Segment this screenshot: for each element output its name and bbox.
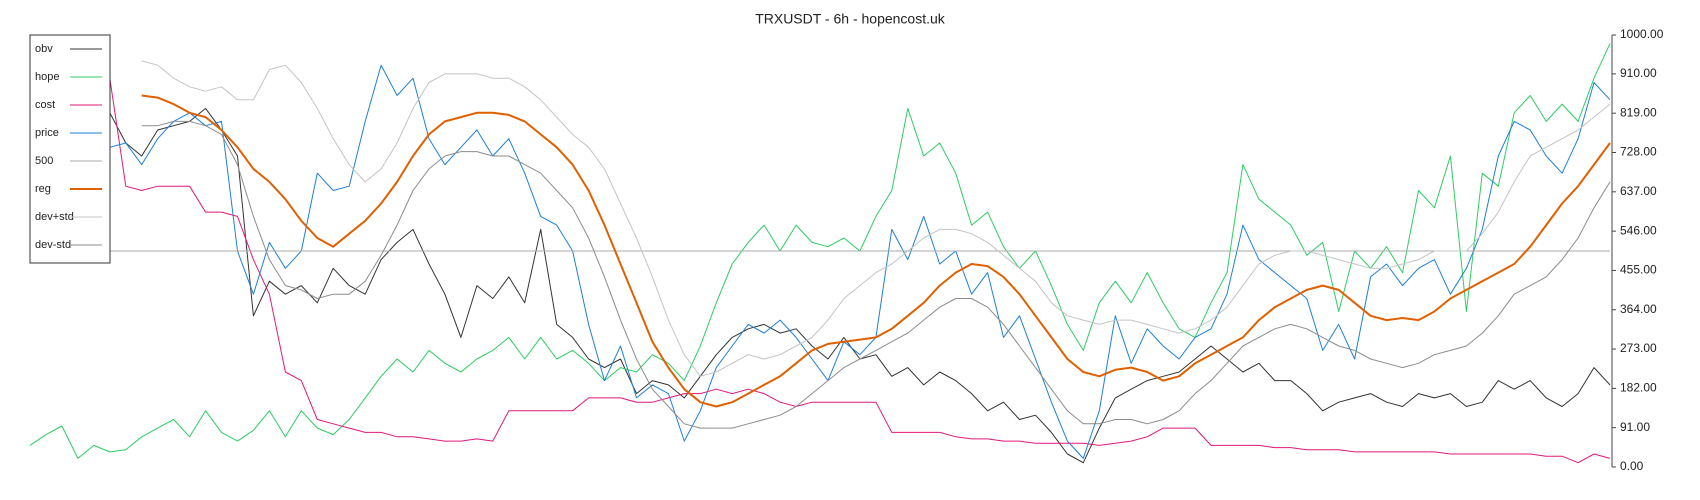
series-line: [141, 60, 1611, 377]
legend-label: price: [35, 127, 59, 139]
legend-label: dev+std: [35, 211, 74, 223]
y-tick-label: 455.00: [1620, 263, 1657, 277]
y-tick-label: 273.00: [1620, 341, 1657, 355]
series-line: [29, 43, 1611, 459]
y-tick-label: 819.00: [1620, 105, 1657, 119]
legend-label: reg: [35, 183, 51, 195]
y-tick-label: 1000.00: [1620, 27, 1664, 41]
y-tick-label: 364.00: [1620, 302, 1657, 316]
series-line: [109, 64, 1611, 459]
chart-title: TRXUSDT - 6h - hopencost.uk: [755, 11, 946, 27]
legend-box: [29, 34, 111, 264]
y-tick-label: 91.00: [1620, 420, 1650, 434]
y-tick-label: 637.00: [1620, 184, 1657, 198]
y-tick-label: 0.00: [1620, 459, 1644, 473]
y-tick-label: 728.00: [1620, 145, 1657, 159]
series-line: [141, 94, 1611, 408]
y-tick-label: 546.00: [1620, 223, 1657, 237]
legend-label: hope: [35, 71, 59, 83]
y-tick-label: 910.00: [1620, 66, 1657, 80]
legend-label: dev-std: [35, 239, 71, 251]
legend-label: 500: [35, 155, 53, 167]
y-tick-label: 182.00: [1620, 381, 1657, 395]
series-line: [109, 78, 1611, 464]
legend-label: obv: [35, 43, 53, 55]
legend-label: cost: [35, 99, 55, 111]
series-line: [141, 120, 1611, 429]
